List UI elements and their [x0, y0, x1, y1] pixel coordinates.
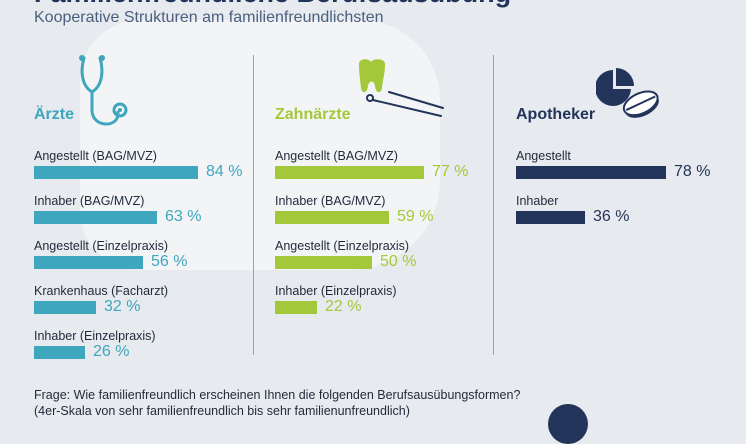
pills-icon — [596, 68, 659, 118]
category-label: Angestellt (Einzelpraxis) — [34, 239, 169, 253]
data-label: 63 % — [165, 208, 202, 225]
footnote-question: Frage: Wie familienfreundlich erscheinen… — [34, 388, 521, 402]
logo-mark — [548, 404, 588, 444]
data-label: 50 % — [380, 253, 417, 270]
group-title-aerzte: Ärzte — [34, 106, 75, 123]
bar — [516, 211, 585, 224]
category-label: Inhaber (Einzelpraxis) — [34, 329, 156, 343]
category-label: Inhaber (Einzelpraxis) — [275, 284, 397, 298]
category-label: Inhaber (BAG/MVZ) — [275, 194, 386, 208]
data-label: 59 % — [397, 208, 434, 225]
data-label: 36 % — [593, 208, 630, 225]
bar — [34, 166, 198, 179]
data-label: 32 % — [104, 298, 141, 315]
category-label: Angestellt — [516, 149, 571, 163]
tooth-icon — [359, 59, 444, 117]
bar — [275, 166, 424, 179]
bar — [34, 211, 157, 224]
chart-subtitle: Kooperative Strukturen am familienfreund… — [34, 9, 384, 26]
category-label: Angestellt (BAG/MVZ) — [275, 149, 398, 163]
bar — [34, 346, 85, 359]
data-label: 22 % — [325, 298, 362, 315]
category-label: Angestellt (Einzelpraxis) — [275, 239, 410, 253]
chart-title: Familienfreundliche Berufsausübung — [34, 0, 511, 9]
column-divider — [253, 55, 254, 355]
bar — [34, 301, 96, 314]
data-label: 78 % — [674, 163, 711, 180]
data-label: 77 % — [432, 163, 469, 180]
bar — [516, 166, 666, 179]
bar — [275, 256, 372, 269]
category-label: Krankenhaus (Facharzt) — [34, 284, 169, 298]
category-label: Inhaber — [516, 194, 559, 208]
column-divider — [493, 55, 494, 355]
category-label: Angestellt (BAG/MVZ) — [34, 149, 157, 163]
group-title-zahnaerzte: Zahnärzte — [275, 106, 351, 123]
data-label: 26 % — [93, 343, 130, 360]
category-label: Inhaber (BAG/MVZ) — [34, 194, 145, 208]
data-label: 56 % — [151, 253, 188, 270]
data-label: 84 % — [206, 163, 243, 180]
bar — [34, 256, 143, 269]
bar — [275, 211, 389, 224]
group-title-apotheker: Apotheker — [516, 106, 596, 123]
stethoscope-icon — [79, 55, 128, 126]
footnote-scale: (4er-Skala von sehr familienfreundlich b… — [34, 404, 410, 418]
bar — [275, 301, 317, 314]
